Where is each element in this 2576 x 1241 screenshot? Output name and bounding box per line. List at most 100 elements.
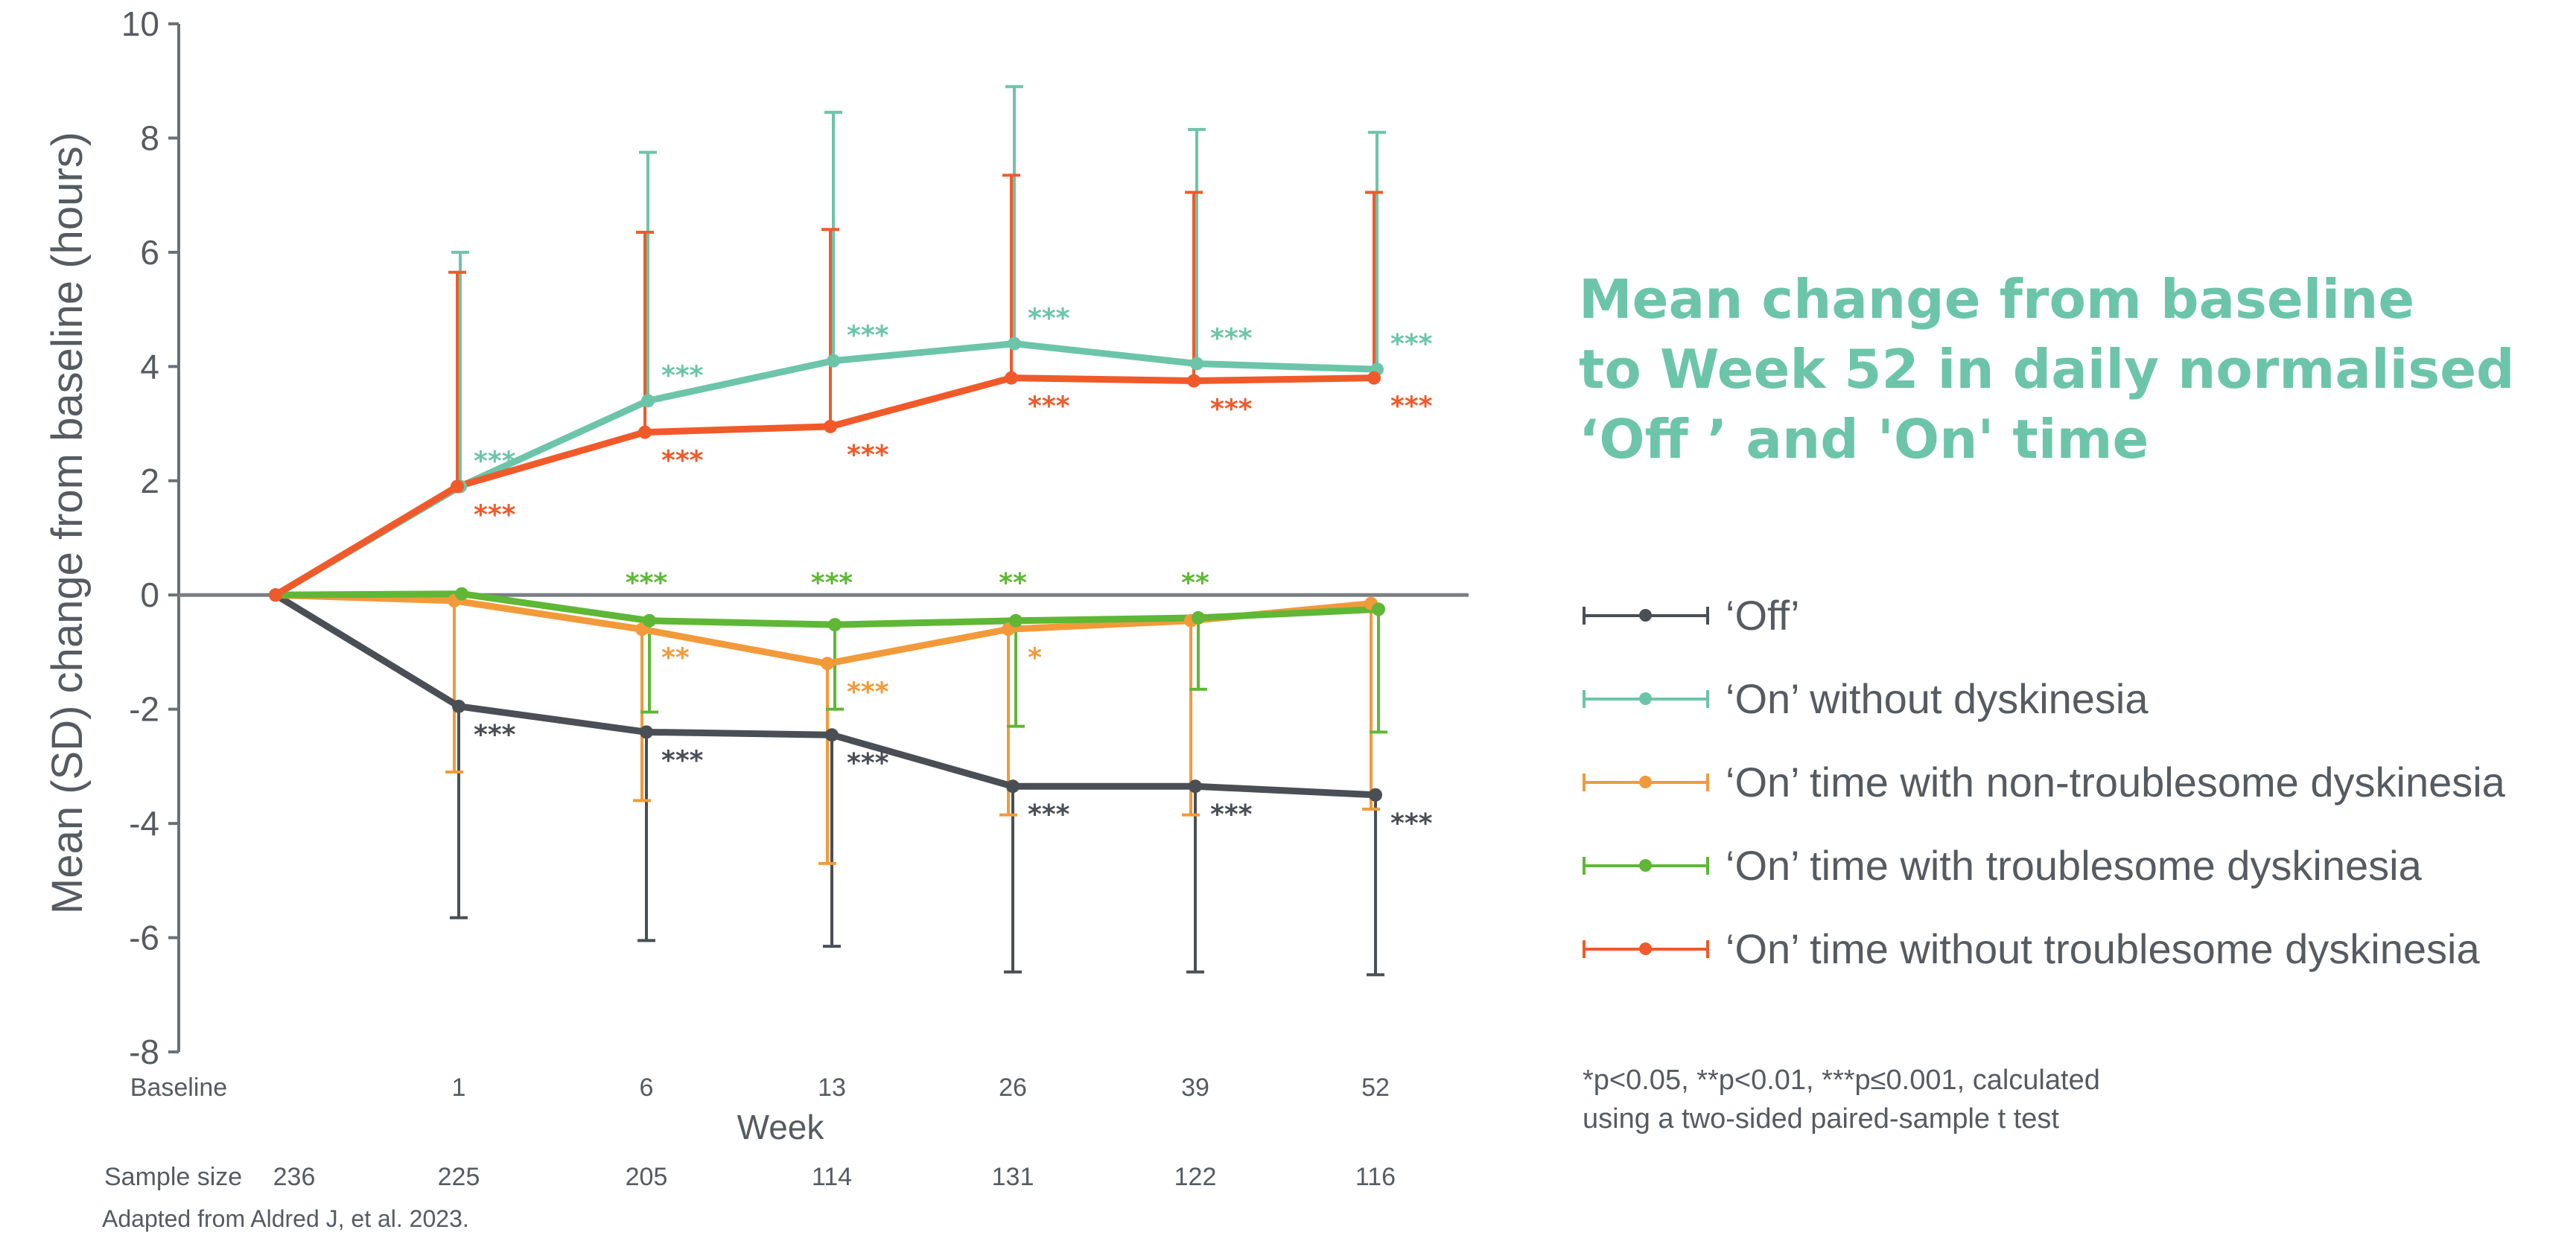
- significance-marker: ***: [474, 500, 516, 530]
- y-tick-label: -4: [129, 804, 159, 843]
- data-point: [821, 657, 834, 671]
- significance-marker: **: [661, 642, 690, 673]
- sample-size-label: Sample size: [104, 1163, 242, 1191]
- chart-title-line-3: ‘Off ’ and 'On' time: [1579, 408, 2149, 470]
- significance-marker: ***: [1210, 323, 1253, 354]
- significance-marker: ***: [847, 677, 889, 707]
- significance-marker: ***: [1390, 808, 1433, 839]
- data-point: [643, 613, 656, 628]
- legend-swatch: [1583, 937, 1709, 960]
- x-tick-label: 13: [818, 1073, 846, 1102]
- data-point: [455, 587, 468, 601]
- significance-marker: ***: [1390, 392, 1433, 422]
- sample-size-value: 116: [1355, 1163, 1396, 1191]
- legend-label: ‘Off’: [1726, 591, 1800, 639]
- legend-swatch: [1583, 771, 1709, 793]
- axes: [168, 22, 1469, 1053]
- error-bars: [445, 85, 1387, 977]
- significance-marker: ***: [847, 321, 889, 351]
- significance-marker: ***: [1210, 395, 1253, 425]
- data-point: [1192, 610, 1205, 625]
- data-points: [269, 336, 1385, 802]
- data-point: [1369, 788, 1382, 802]
- chart-title: Mean change from baseline to Week 52 in …: [1579, 264, 2547, 474]
- significance-marker: ***: [1210, 800, 1253, 830]
- y-tick-label: -2: [129, 690, 159, 729]
- x-tick-label: 26: [999, 1073, 1027, 1102]
- data-point: [828, 618, 842, 632]
- legend-label: ‘On’ without dyskinesia: [1726, 674, 2149, 722]
- legend-swatch: [1583, 854, 1709, 876]
- sample-size-value: 131: [992, 1163, 1034, 1191]
- significance-marker: ***: [661, 360, 704, 391]
- significance-marker: ***: [847, 748, 889, 779]
- legend-item: ‘On’ time without troublesome dyskinesia: [1583, 907, 2566, 990]
- significance-marker: ***: [847, 440, 889, 470]
- legend-label: ‘On’ time with troublesome dyskinesia: [1726, 841, 2422, 889]
- significance-marker: ***: [661, 745, 704, 776]
- x-tick-label: 39: [1181, 1073, 1209, 1102]
- x-tick-label: 52: [1361, 1073, 1390, 1102]
- legend-item: ‘On’ time with non-troublesome dyskinesi…: [1583, 740, 2566, 823]
- significance-markers: ****** ****** *** ****************** *******…: [474, 304, 1433, 839]
- y-tick-label: 6: [140, 233, 159, 272]
- significance-marker: *: [1028, 642, 1042, 673]
- significance-marker: ***: [661, 446, 704, 476]
- legend-swatch: [1583, 687, 1709, 709]
- legend-label: ‘On’ time without troublesome dyskinesia: [1726, 925, 2480, 972]
- data-point: [827, 354, 840, 368]
- data-point: [451, 479, 464, 494]
- significance-marker: ***: [474, 446, 516, 476]
- data-point: [1005, 371, 1018, 385]
- y-tick-label: -8: [129, 1033, 159, 1071]
- sample-size-value: 205: [626, 1163, 668, 1191]
- footnote-line-1: *p<0.05, **p<0.01, ***p≤0.001, calculate…: [1583, 1065, 2100, 1096]
- axis-labels: 10 8 6 4 2 0 -2 -4 -6 -8 Mean (SD) change from bas…: [43, 4, 1396, 1232]
- sample-size-value: 236: [273, 1163, 316, 1191]
- y-tick-label: -6: [129, 919, 159, 957]
- data-point: [1187, 374, 1200, 388]
- data-point: [452, 699, 465, 713]
- y-tick-label: 2: [140, 462, 159, 500]
- data-point: [1372, 602, 1385, 616]
- data-point: [1190, 357, 1203, 371]
- data-point: [824, 419, 837, 433]
- significance-marker: **: [1181, 568, 1209, 599]
- y-tick-label: 4: [140, 347, 159, 386]
- y-tick-label: 10: [121, 4, 159, 43]
- chart-title-line-1: Mean change from baseline: [1579, 268, 2415, 331]
- significance-marker: ***: [1028, 800, 1070, 830]
- footnote-line-2: using a two-sided paired-sample t test: [1583, 1103, 2059, 1135]
- legend-swatch: [1583, 604, 1709, 626]
- x-tick-label: Baseline: [130, 1073, 227, 1102]
- series-line-4: [272, 374, 1378, 599]
- legend-item: ‘On’ time with troublesome dyskinesia: [1583, 823, 2566, 907]
- significance-marker: ***: [474, 720, 516, 750]
- significance-marker: ***: [1390, 329, 1433, 360]
- data-point: [1008, 336, 1021, 351]
- data-point: [1367, 371, 1381, 385]
- data-point: [1006, 779, 1020, 794]
- significance-marker: **: [999, 568, 1027, 599]
- significance-marker: ***: [626, 568, 668, 599]
- data-point: [1189, 779, 1202, 794]
- data-point: [641, 394, 655, 408]
- x-axis-title: Week: [737, 1108, 825, 1146]
- legend: ‘Off’ ‘On’ without dyskinesia ‘On’ time wi…: [1583, 573, 2566, 990]
- data-point: [1009, 613, 1023, 628]
- source-note: Adapted from Aldred J, et al. 2023.: [102, 1205, 469, 1232]
- sample-size-value: 122: [1174, 1163, 1217, 1191]
- y-axis-title: Mean (SD) change from baseline (hours): [43, 132, 92, 914]
- series-line-2: [272, 591, 1375, 667]
- sample-size-value: 114: [812, 1163, 852, 1191]
- legend-item: ‘On’ without dyskinesia: [1583, 657, 2566, 740]
- data-point: [825, 728, 839, 742]
- sample-size-value: 225: [438, 1163, 480, 1191]
- y-tick-label: 0: [140, 575, 159, 614]
- significance-marker: ***: [811, 568, 853, 599]
- x-tick-label: 1: [452, 1073, 466, 1102]
- legend-item: ‘Off’: [1583, 573, 2566, 657]
- legend-label: ‘On’ time with non-troublesome dyskinesi…: [1726, 758, 2505, 805]
- chart-title-line-2: to Week 52 in daily normalised: [1579, 338, 2515, 401]
